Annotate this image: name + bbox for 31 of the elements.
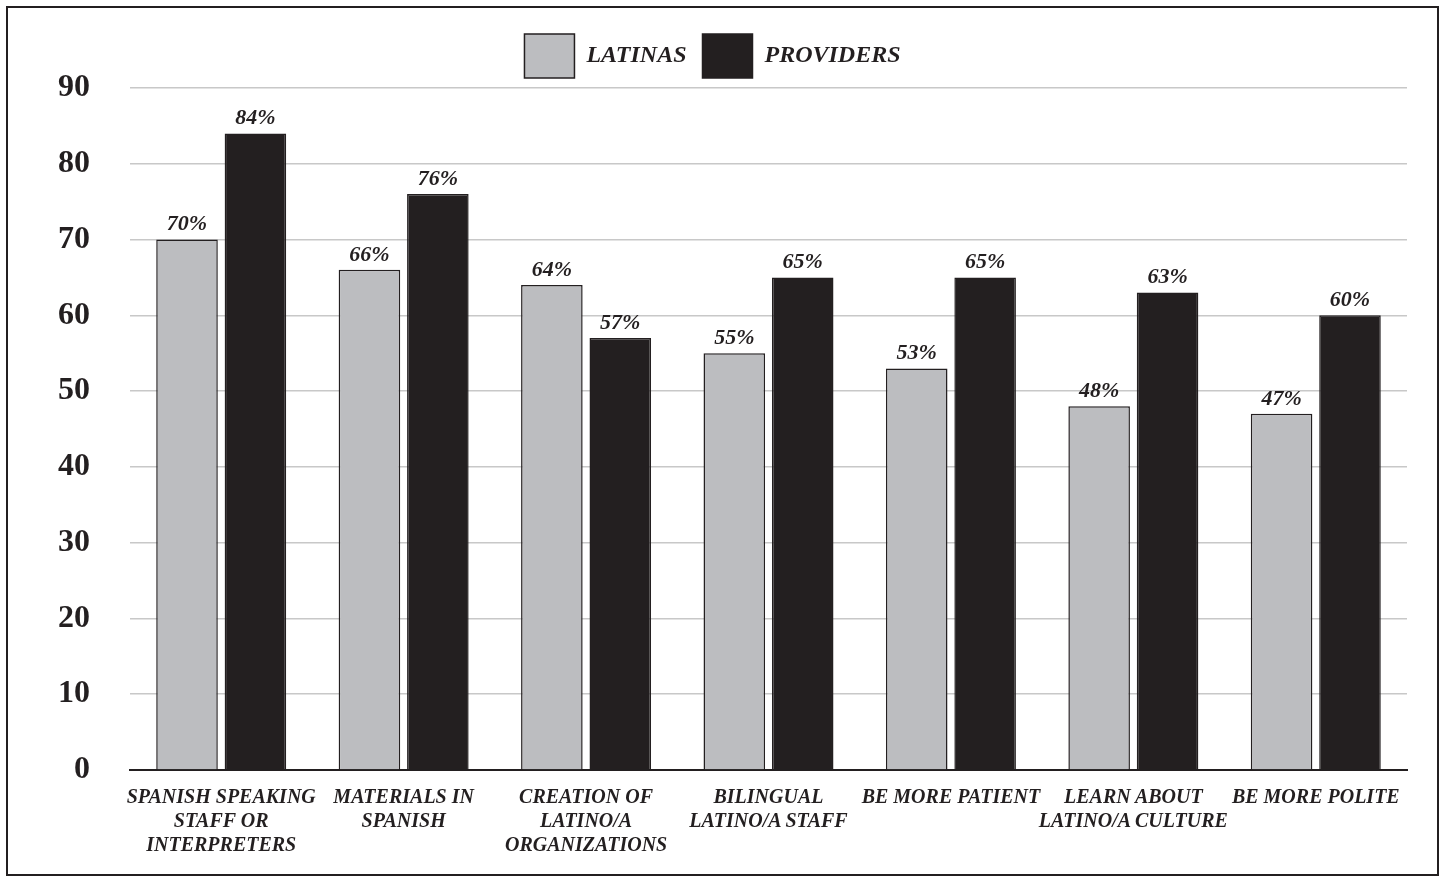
y-tick-label: 40 <box>58 446 90 483</box>
y-tick-label: 30 <box>58 521 90 558</box>
data-label: 70% <box>166 210 208 236</box>
y-tick-label: 20 <box>58 597 90 634</box>
x-tick-label: BE MORE POLITE <box>1230 785 1400 808</box>
legend-label: PROVIDERS <box>763 41 901 68</box>
data-label: 57% <box>600 308 641 334</box>
y-tick-label: 60 <box>58 294 90 331</box>
data-label: 65% <box>964 248 1006 274</box>
data-label: 65% <box>782 248 823 274</box>
y-tick-label: 10 <box>58 673 90 710</box>
x-tick-label: MATERIALS IN SPANISH <box>332 785 476 832</box>
data-label: 55% <box>714 323 755 349</box>
x-tick-label: BILINGUAL LATINO/A STAFF <box>688 785 849 832</box>
y-tick-label: 70 <box>58 218 90 255</box>
data-label: 48% <box>1077 376 1120 402</box>
data-label: 76% <box>417 164 459 190</box>
y-tick-label: 50 <box>58 370 90 407</box>
x-tick-label: CREATION OF LATINO/A ORGANIZATIONS <box>504 785 668 856</box>
data-label: 64% <box>531 255 573 281</box>
data-label: 47% <box>1260 384 1302 410</box>
x-tick-label: SPANISH SPEAKING STAFF OR INTERPRETERS <box>126 785 317 856</box>
legend-label: LATINAS <box>585 41 687 68</box>
data-label: 63% <box>1147 263 1188 289</box>
y-tick-label: 80 <box>58 143 90 180</box>
y-tick-label: 0 <box>74 749 90 786</box>
data-label: 66% <box>349 240 390 266</box>
data-label: 84% <box>235 104 276 130</box>
y-tick-label: 90 <box>58 67 90 104</box>
data-label: 53% <box>896 339 937 365</box>
data-label: 60% <box>1329 286 1371 312</box>
